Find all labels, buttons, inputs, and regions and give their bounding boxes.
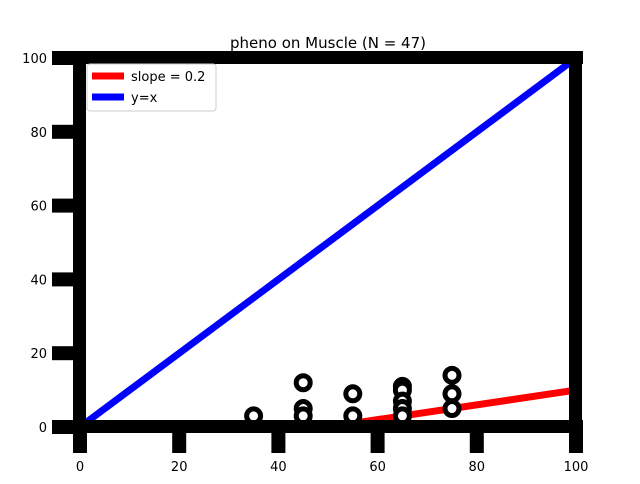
legend: slope = 0.2 y=x [86,63,217,112]
left-spine [73,51,86,433]
legend-label: slope = 0.2 [131,70,205,85]
y-tick-label: 0 [39,421,47,436]
y-tick-mark [52,272,74,287]
data-point [442,399,462,419]
y-tick-label: 100 [22,52,47,67]
top-spine [52,51,583,64]
axis-ticks: 0 20 40 60 80 100 0 20 40 60 80 100 [22,51,588,475]
legend-label: y=x [131,91,158,106]
series-line-1 [77,55,579,430]
x-tick-label: 60 [369,460,386,475]
series-line-0 [352,386,577,427]
y-tick-mark [52,51,74,65]
x-tick-mark [271,427,286,453]
chart-title: pheno on Muscle (N = 47) [230,34,426,52]
x-tick-label: 100 [564,460,589,475]
data-points [244,365,462,426]
x-tick-mark [469,427,484,453]
series-lines [77,55,579,430]
y-tick-mark [52,198,74,213]
data-point [293,373,313,393]
y-tick-mark [52,420,74,434]
y-tick-mark [52,124,74,139]
x-tick-label: 0 [76,460,84,475]
x-tick-mark [172,427,187,453]
data-point [343,384,363,404]
y-tick-label: 60 [30,200,47,215]
data-point [442,365,462,385]
bottom-spine [52,420,583,433]
x-tick-label: 40 [270,460,287,475]
y-tick-label: 40 [30,273,47,288]
y-tick-label: 20 [30,347,47,362]
x-tick-mark [569,427,583,453]
right-spine [569,51,582,433]
data-point [442,384,462,404]
x-tick-mark [73,427,87,453]
x-tick-label: 80 [469,460,486,475]
y-tick-label: 80 [30,126,47,141]
x-tick-label: 20 [171,460,188,475]
x-tick-mark [370,427,385,453]
y-tick-mark [52,346,74,361]
